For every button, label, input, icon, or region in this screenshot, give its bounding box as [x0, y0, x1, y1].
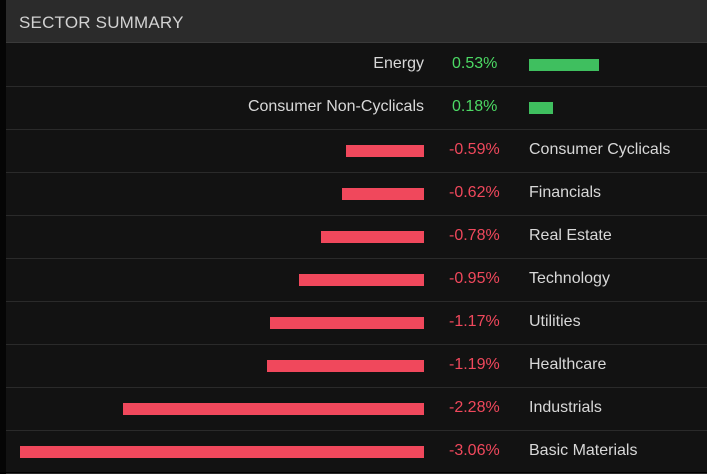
panel-title: SECTOR SUMMARY — [19, 13, 184, 32]
sector-row: 0.53% Energy — [6, 44, 707, 87]
sector-row: -2.28% Industrials — [6, 388, 707, 431]
sector-change-label: -0.95% — [449, 270, 500, 287]
sector-bar — [346, 145, 424, 157]
sector-name: Energy — [373, 55, 424, 72]
sector-change-label: 0.53% — [452, 55, 498, 72]
sector-name: Consumer Non-Cyclicals — [247, 98, 424, 115]
sector-change-label: -1.19% — [449, 356, 500, 373]
sector-row: -0.95% Technology — [6, 259, 707, 302]
sector-name: Healthcare — [529, 356, 607, 373]
sector-row: -0.78% Real Estate — [6, 216, 707, 259]
sector-bar — [20, 446, 424, 458]
panel-header: SECTOR SUMMARY — [6, 0, 707, 43]
sector-name: Financials — [529, 184, 602, 201]
sector-bar — [529, 102, 553, 114]
sector-bar — [266, 360, 424, 372]
sector-row: -3.06% Basic Materials — [6, 431, 707, 474]
sector-row: -1.19% Healthcare — [6, 345, 707, 388]
sector-bar — [123, 403, 424, 415]
sector-change-label: -1.17% — [449, 313, 500, 330]
sector-name: Industrials — [529, 399, 602, 416]
sector-rows: 0.53% Energy 0.18% Consumer Non-Cyclicals -0… — [6, 44, 707, 474]
sector-row: 0.18% Consumer Non-Cyclicals — [6, 87, 707, 130]
sector-name: Technology — [529, 270, 610, 287]
sector-bar — [529, 59, 599, 71]
sector-bar — [298, 274, 424, 286]
sector-change-label: -0.62% — [449, 184, 500, 201]
sector-change-label: -3.06% — [449, 442, 500, 459]
sector-change-label: 0.18% — [452, 98, 498, 115]
sector-change-label: -0.78% — [449, 227, 500, 244]
sector-row: -0.62% Financials — [6, 173, 707, 216]
sector-name: Basic Materials — [529, 442, 638, 459]
sector-bar — [321, 231, 424, 243]
sector-name: Real Estate — [529, 227, 612, 244]
sector-name: Utilities — [529, 313, 581, 330]
sector-row: -0.59% Consumer Cyclicals — [6, 130, 707, 173]
sector-name: Consumer Cyclicals — [529, 141, 671, 158]
sector-change-label: -2.28% — [449, 399, 500, 416]
sector-bar — [269, 317, 424, 329]
sector-change-label: -0.59% — [449, 141, 500, 158]
sector-row: -1.17% Utilities — [6, 302, 707, 345]
sector-bar — [342, 188, 424, 200]
